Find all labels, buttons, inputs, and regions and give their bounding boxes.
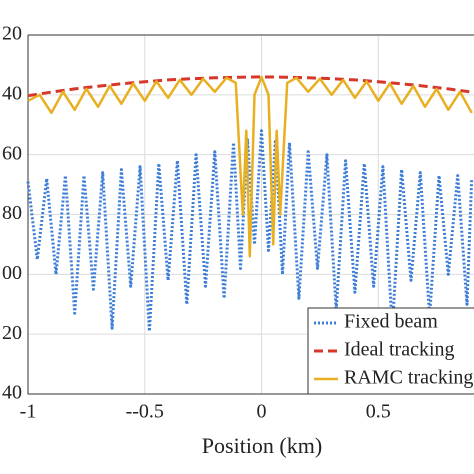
series-line <box>27 75 473 258</box>
legend-label: Ideal tracking <box>344 339 455 361</box>
y-tick-label: 20 <box>2 322 22 344</box>
x-tick-label: 0 <box>257 401 267 423</box>
x-tick-label: 0.5 <box>366 401 391 423</box>
y-tick-label: 40 <box>2 82 22 104</box>
y-tick-label: 40 <box>2 382 22 404</box>
x-tick-label: --0.5 <box>126 401 164 423</box>
legend-label: RAMC tracking <box>344 367 473 389</box>
series-line <box>26 129 474 333</box>
series-line <box>27 75 472 98</box>
y-tick-label: 20 <box>2 23 22 45</box>
y-tick-label: 80 <box>2 202 22 224</box>
y-tick-label: 60 <box>2 142 22 164</box>
x-tick-label: -1 <box>20 401 37 423</box>
x-axis-label: Position (km) <box>202 433 322 458</box>
legend-label: Fixed beam <box>344 311 438 333</box>
y-tick-label: 00 <box>2 262 22 284</box>
